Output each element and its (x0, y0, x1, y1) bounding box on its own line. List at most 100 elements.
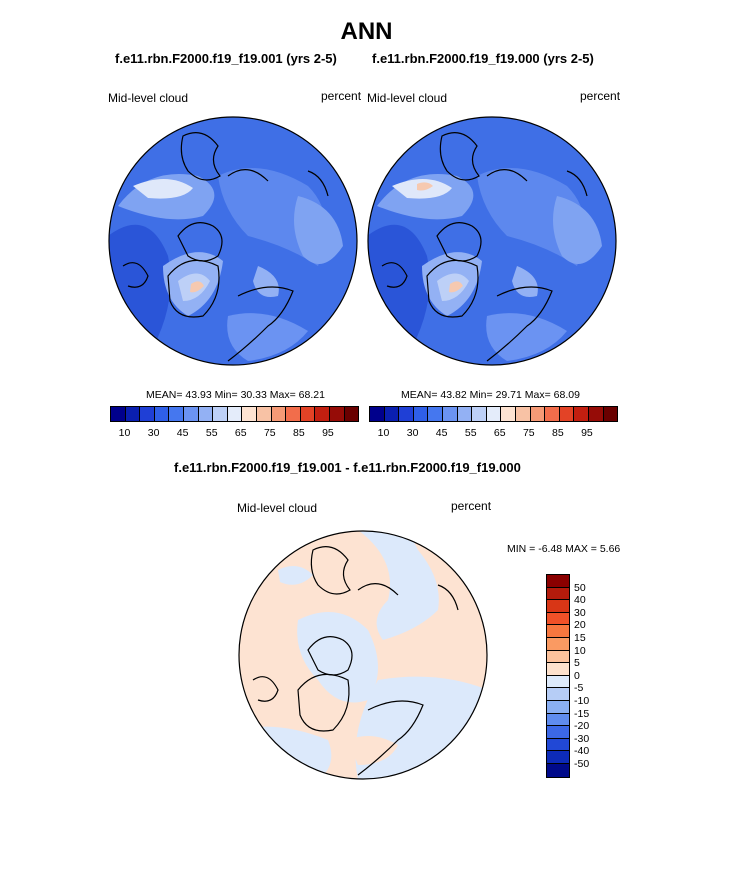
figure-title: ANN (340, 18, 393, 45)
panel-1-colorbar-tick-label: 55 (205, 427, 218, 439)
panel-2-colorbar-tick-label: 75 (522, 427, 535, 439)
panel-1-colorbar-tick-label: 95 (322, 427, 334, 439)
panel-1-colorbar-swatch (286, 407, 301, 421)
panel-2-colorbar-tick-label: 45 (435, 427, 448, 439)
diff-colorbar-tick-label: 40 (574, 594, 586, 607)
panel-1-colorbar-swatch (154, 407, 170, 421)
panel-2-variable-label: Mid-level cloud (367, 91, 448, 105)
panel-2-colorbar-swatch (442, 407, 458, 421)
diff-colorbar-tick-label: 30 (574, 606, 586, 619)
panel-1-colorbar-tick-label: 30 (147, 427, 160, 439)
panel-2-colorbar-swatch (486, 407, 502, 421)
polar-map-1 (108, 116, 358, 366)
panel-2-units-label: percent (580, 89, 621, 103)
panel-2-colorbar-tick-label: 85 (552, 427, 564, 439)
diff-colorbar-swatch (547, 751, 569, 764)
panel-2-colorbar-swatch (574, 407, 589, 421)
panel-2-colorbar-tick-label: 95 (581, 427, 593, 439)
panel-1-colorbar-swatch (315, 407, 330, 421)
panel-2-colorbar-swatch (530, 407, 546, 421)
panel-1-colorbar-tick-label: 85 (293, 427, 305, 439)
diff-colorbar-swatch (547, 625, 569, 638)
panel-1-colorbar-tick-label: 45 (176, 427, 189, 439)
panel-2-colorbar-tick-label: 55 (464, 427, 477, 439)
panel-2-colorbar-tick-label: 10 (377, 427, 390, 439)
panel-1-colorbar-swatch (329, 407, 345, 421)
diff-units-label: percent (451, 499, 492, 513)
diff-colorbar-tick-label: 10 (574, 644, 586, 657)
panel-1-mean-value: 43.93 (185, 389, 212, 401)
panel-1-colorbar-swatch (183, 407, 199, 421)
panel-2-mean-value: 43.82 (440, 389, 467, 401)
panel-1-min-label: Min= (214, 389, 238, 401)
panel-1-colorbar (110, 406, 359, 422)
diff-colorbar-swatch (547, 587, 569, 601)
panel-2-colorbar-swatch (384, 407, 400, 421)
panel-2-max-label: Max= (524, 389, 551, 401)
panel-2-stats: MEAN= 43.82 Min= 29.71 Max= 68.09 (401, 389, 580, 401)
diff-colorbar-swatch (547, 575, 569, 588)
panel-2-colorbar (369, 406, 618, 422)
panel-2-colorbar-swatch (559, 407, 575, 421)
panel-2-colorbar-swatch (515, 407, 531, 421)
diff-colorbar-tick-label: 15 (574, 632, 586, 644)
panel-1-colorbar-swatch (198, 407, 214, 421)
diff-colorbar-tick-label: 5 (574, 657, 580, 670)
diff-colorbar-swatch (547, 688, 569, 701)
diff-min-label: MIN = (507, 543, 536, 555)
panel-1-case-title: f.e11.rbn.F2000.f19_f19.001 (yrs 2-5) (115, 51, 337, 66)
diff-colorbar-swatch (547, 713, 569, 727)
panel-1-units-label: percent (321, 89, 362, 103)
diff-colorbar-swatch (547, 663, 569, 676)
diff-minmax: MIN = -6.48 MAX = 5.66 (507, 543, 620, 555)
diff-min-value: -6.48 (538, 543, 563, 555)
panel-1-colorbar-swatch (242, 407, 257, 421)
panel-1-colorbar-tick-label: 75 (263, 427, 276, 439)
diff-variable-label: Mid-level cloud (237, 501, 318, 515)
panel-2-colorbar-swatch (545, 407, 560, 421)
diff-colorbar-tick-label: -30 (574, 732, 590, 745)
panel-1-colorbar-swatch (140, 407, 155, 421)
diff-colorbar-swatch (547, 650, 569, 664)
panel-1-colorbar-swatch (300, 407, 316, 421)
diff-colorbar-tick-label: 50 (574, 581, 586, 594)
diff-colorbar-swatch (547, 700, 569, 714)
panel-2-colorbar-swatch (428, 407, 443, 421)
panel-1-colorbar-swatch (344, 407, 359, 421)
panel-2-min-label: Min= (469, 389, 493, 401)
diff-colorbar-tick-label: -20 (574, 720, 590, 733)
panel-2-colorbar-swatch (588, 407, 604, 421)
diff-colorbar-swatch (547, 600, 569, 613)
panel-2-colorbar-swatch (501, 407, 516, 421)
diff-max-value: 5.66 (599, 543, 621, 555)
diff-colorbar-tick-label: -40 (574, 745, 590, 758)
panel-1-max-label: Max= (269, 389, 296, 401)
diff-colorbar-swatch (547, 637, 569, 651)
panel-2-mean-label: MEAN= (401, 389, 438, 401)
panel-2-colorbar-swatch (603, 407, 618, 421)
polar-map-diff (238, 530, 488, 780)
polar-map-2 (367, 116, 617, 366)
panel-2-colorbar-tick-label: 30 (406, 427, 419, 439)
panel-2-max-value: 68.09 (553, 389, 580, 401)
panel-1-colorbar-swatch (111, 407, 126, 421)
panel-1-min-value: 30.33 (240, 389, 267, 401)
panel-2-colorbar-swatch (399, 407, 414, 421)
panel-1-colorbar-swatch (125, 407, 141, 421)
panel-1-colorbar-swatch (169, 407, 184, 421)
panel-1-colorbar-swatch (213, 407, 228, 421)
diff-colorbar-tick-label: -15 (574, 707, 590, 720)
panel-1-colorbar-swatch (256, 407, 272, 421)
panel-2-colorbar-swatch (472, 407, 487, 421)
panel-1-max-value: 68.21 (298, 389, 325, 401)
panel-1-colorbar-swatch (271, 407, 287, 421)
panel-2-colorbar-swatch (370, 407, 385, 421)
panel-2-case-title: f.e11.rbn.F2000.f19_f19.000 (yrs 2-5) (372, 51, 594, 66)
panel-2-colorbar-tick-label: 65 (493, 427, 506, 439)
panel-1-variable-label: Mid-level cloud (108, 91, 189, 105)
diff-colorbar-tick-label: -50 (574, 758, 590, 770)
diff-max-label: MAX = (565, 543, 597, 555)
diff-colorbar-tick-label: -10 (574, 695, 590, 707)
panel-2-min-value: 29.71 (495, 389, 522, 401)
panel-2-colorbar-swatch (457, 407, 473, 421)
